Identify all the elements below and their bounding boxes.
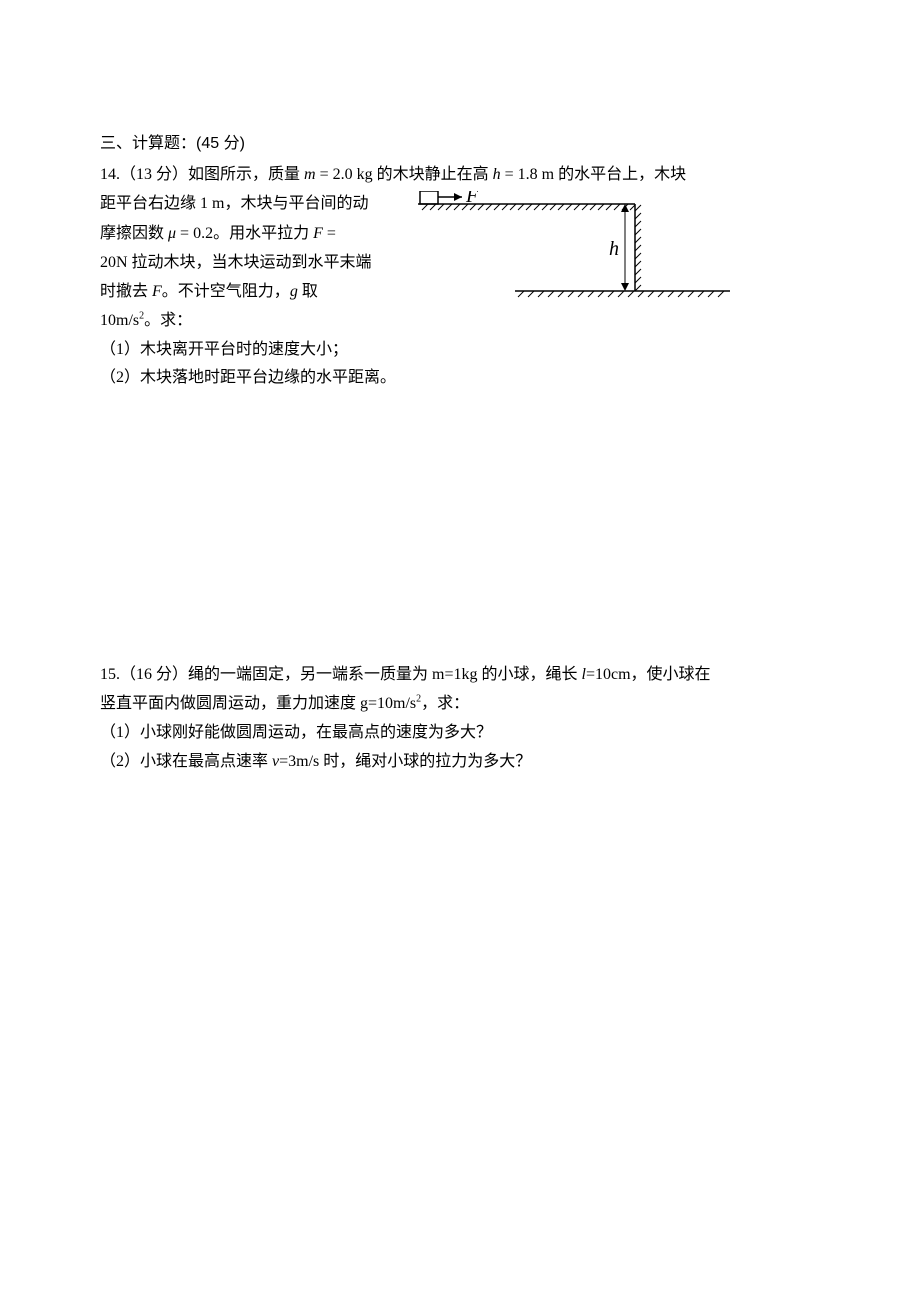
diagram-svg: F bbox=[410, 191, 740, 301]
q14-l1c: = 1.8 m 的水平台上，木块 bbox=[501, 166, 686, 183]
q15-sub2: （2）小球在最高点速率 v=3m/s 时，绳对小球的拉力为多大？ bbox=[100, 748, 820, 775]
q14-l1a: 14.（13 分）如图所示，质量 bbox=[100, 166, 304, 183]
q14-n4: 时撤去 F。不计空气阻力，g 取 bbox=[100, 278, 400, 305]
q14-m: m bbox=[304, 166, 316, 183]
q14-n1: 距平台右边缘 1 m，木块与平台间的动 bbox=[100, 190, 400, 217]
question-14: 14.（13 分）如图所示，质量 m = 2.0 kg 的木块静止在高 h = … bbox=[100, 161, 820, 391]
ground-hatch bbox=[518, 291, 724, 297]
section-heading: 三、计算题：(45 分) bbox=[100, 130, 820, 157]
block-shape bbox=[420, 191, 438, 204]
q14-n3: 20N 拉动木块，当木块运动到水平末端 bbox=[100, 249, 400, 276]
q14-sub1: （1）木块离开平台时的速度大小； bbox=[100, 336, 820, 363]
heading-points: (45 分) bbox=[196, 135, 245, 152]
h-arrow-top bbox=[621, 204, 629, 212]
wall-hatch bbox=[635, 205, 641, 291]
q14-line1: 14.（13 分）如图所示，质量 m = 2.0 kg 的木块静止在高 h = … bbox=[100, 161, 820, 188]
q15-sub1: （1）小球刚好能做圆周运动，在最高点的速度为多大？ bbox=[100, 719, 820, 746]
q14-narrow-text: 距平台右边缘 1 m，木块与平台间的动 摩擦因数 μ = 0.2。用水平拉力 F… bbox=[100, 190, 400, 334]
question-15: 15.（16 分）绳的一端固定，另一端系一质量为 m=1kg 的小球，绳长 l=… bbox=[100, 661, 820, 776]
h-label: h bbox=[609, 238, 619, 260]
q15-line2: 竖直平面内做圆周运动，重力加速度 g=10m/s2，求： bbox=[100, 690, 820, 717]
q14-n5: 10m/s2。求： bbox=[100, 307, 400, 334]
q15-line1: 15.（16 分）绳的一端固定，另一端系一质量为 m=1kg 的小球，绳长 l=… bbox=[100, 661, 820, 688]
q14-diagram: F bbox=[410, 191, 740, 301]
q14-n2: 摩擦因数 μ = 0.2。用水平拉力 F = bbox=[100, 220, 400, 247]
force-arrow-head bbox=[454, 193, 462, 201]
q14-h: h bbox=[493, 166, 501, 183]
h-arrow-bottom bbox=[621, 283, 629, 291]
q14-sub2: （2）木块落地时距平台边缘的水平距离。 bbox=[100, 364, 820, 391]
platform-top-hatch bbox=[422, 204, 635, 210]
heading-prefix: 三、计算题： bbox=[100, 135, 196, 152]
q14-l1b: = 2.0 kg 的木块静止在高 bbox=[316, 166, 493, 183]
